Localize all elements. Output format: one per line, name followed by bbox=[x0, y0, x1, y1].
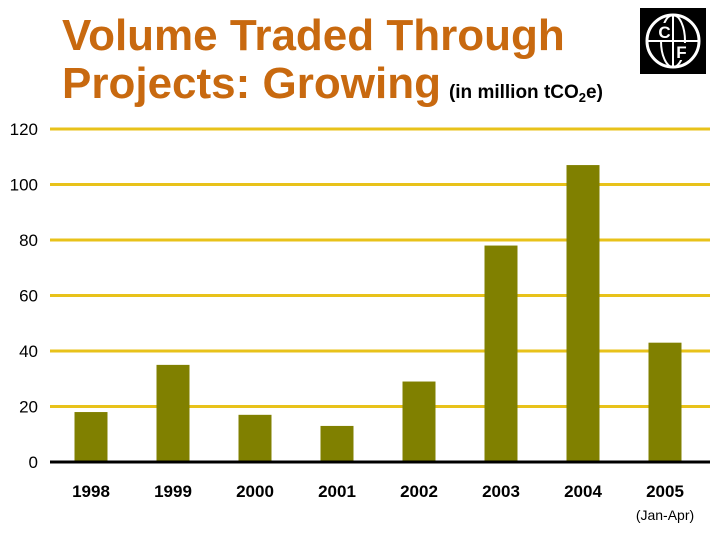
title-units: (in million tCO2e) bbox=[448, 82, 603, 105]
y-tick-label: 0 bbox=[29, 453, 38, 472]
bar-1999 bbox=[156, 364, 190, 462]
y-tick-label: 100 bbox=[10, 176, 38, 195]
bar-2003 bbox=[484, 245, 518, 462]
title-line-2-text: Projects: Growing bbox=[62, 59, 441, 108]
bars bbox=[74, 165, 682, 462]
bar-2004 bbox=[566, 165, 600, 462]
logo-letter-f: F bbox=[676, 43, 686, 62]
title-line-1: Volume Traded Through bbox=[62, 11, 565, 60]
bar-2002 bbox=[402, 381, 436, 462]
title-unit-subscript: 2 bbox=[578, 90, 587, 105]
x-tick-label-2004: 2004 bbox=[564, 482, 602, 501]
y-tick-label: 60 bbox=[19, 287, 38, 306]
x-tick-label-2003: 2003 bbox=[482, 482, 520, 501]
y-tick-label: 80 bbox=[19, 231, 38, 250]
title-line-2: Projects: Growing (in million tCO2e) bbox=[62, 60, 603, 122]
y-tick-label: 120 bbox=[10, 120, 38, 139]
x-tick-note: (Jan-Apr) bbox=[636, 507, 694, 523]
bar-2001 bbox=[320, 425, 354, 462]
y-tick-label: 20 bbox=[19, 398, 38, 417]
bar-2000 bbox=[238, 414, 272, 462]
bar-1998 bbox=[74, 412, 108, 462]
y-tick-label: 40 bbox=[19, 342, 38, 361]
x-tick-label-2002: 2002 bbox=[400, 482, 438, 501]
x-tick-label-2005: 2005 bbox=[646, 482, 684, 501]
logo-letter-c: C bbox=[658, 23, 670, 42]
title-unit-suffix: e) bbox=[586, 82, 603, 103]
x-tick-label-2001: 2001 bbox=[318, 482, 356, 501]
title-unit-prefix: (in million tCO bbox=[448, 82, 579, 103]
x-tick-label-1998: 1998 bbox=[72, 482, 110, 501]
x-tick-label-1999: 1999 bbox=[154, 482, 192, 501]
y-axis-ticks: 0 20 40 60 80 100 120 bbox=[10, 120, 38, 472]
grid-lines bbox=[50, 127, 710, 408]
x-axis-ticks: 1998 1999 2000 2001 2002 2003 2004 2005 (Jan-Apr… bbox=[72, 482, 694, 523]
cf-globe-logo-icon: C F bbox=[640, 8, 706, 74]
chart-title: Volume Traded Through Projects: Growing (… bbox=[62, 12, 603, 122]
bar-2005 bbox=[648, 342, 682, 462]
x-tick-label-2000: 2000 bbox=[236, 482, 274, 501]
